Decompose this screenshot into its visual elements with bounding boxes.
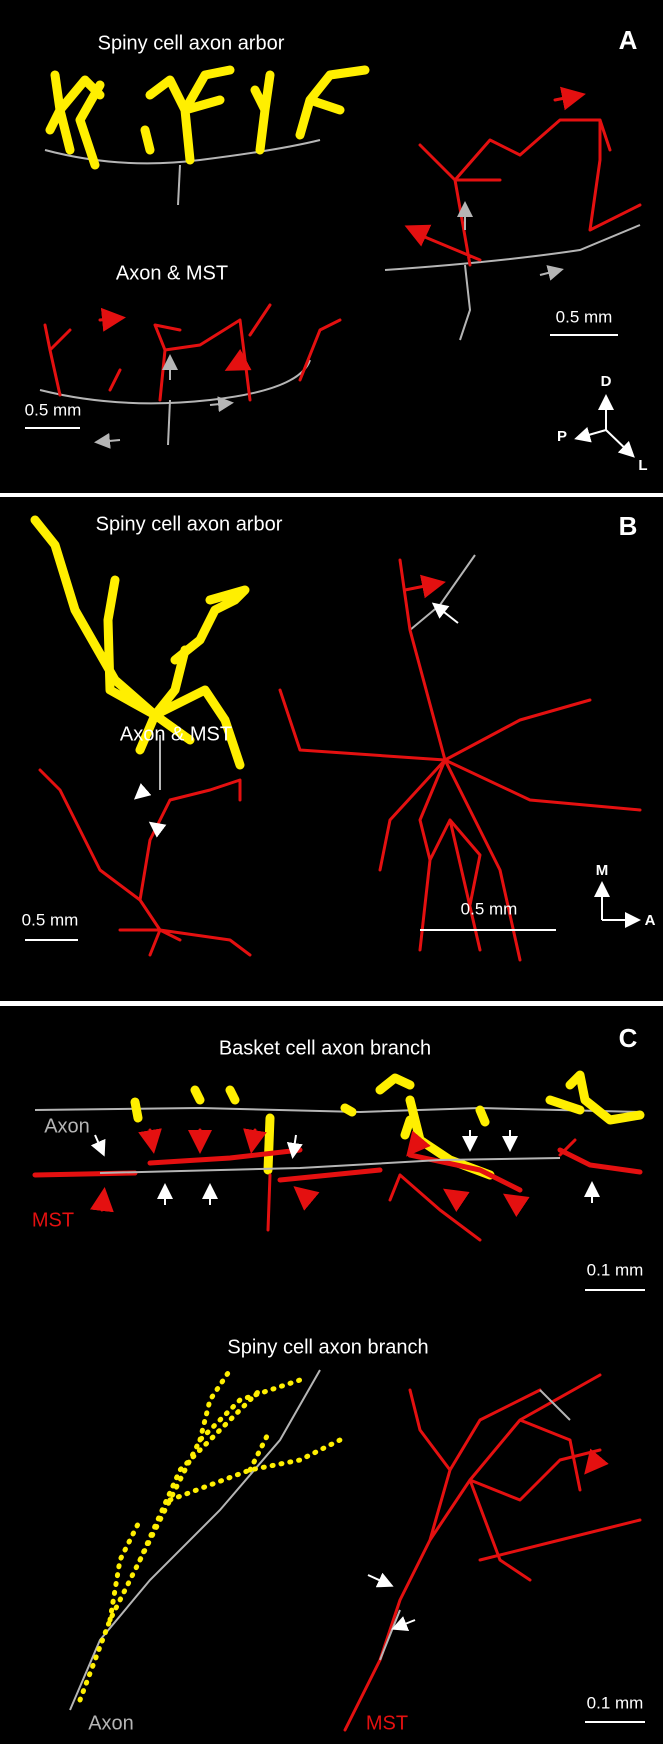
axis-label: P bbox=[557, 428, 567, 445]
panel-b bbox=[0, 497, 663, 1001]
c-label: MST bbox=[32, 1209, 74, 1231]
scale-bar-label: 0.1 mm bbox=[587, 1693, 644, 1712]
panel-label: C bbox=[619, 1023, 638, 1053]
panel-label: B bbox=[619, 511, 638, 541]
axis-label: D bbox=[601, 373, 612, 390]
panel-label: A bbox=[619, 25, 638, 55]
panel-title: Spiny cell axon arbor bbox=[98, 32, 285, 54]
axis-label: M bbox=[596, 862, 609, 879]
panel-subtitle: Axon & MST bbox=[120, 723, 232, 745]
panel-subtitle: Spiny cell axon branch bbox=[227, 1336, 428, 1358]
panel-title: Basket cell axon branch bbox=[219, 1037, 431, 1059]
panel-subtitle: Axon & MST bbox=[116, 262, 228, 284]
axis-label: A bbox=[645, 912, 656, 929]
scale-bar-label: 0.5 mm bbox=[461, 899, 518, 918]
figure: Spiny cell axon arbor A Axon & MST 0.5 m… bbox=[0, 0, 663, 1744]
scale-bar-label: 0.5 mm bbox=[25, 400, 82, 419]
c-label: Axon bbox=[44, 1115, 90, 1137]
panel-c bbox=[0, 1006, 663, 1744]
panel-title: Spiny cell axon arbor bbox=[96, 513, 283, 535]
scale-bar-label: 0.5 mm bbox=[22, 910, 79, 929]
c-label: MST bbox=[366, 1712, 408, 1734]
c-label: Axon bbox=[88, 1712, 134, 1734]
axis-label: L bbox=[638, 457, 647, 474]
scale-bar-label: 0.5 mm bbox=[556, 307, 613, 326]
scale-bar-label: 0.1 mm bbox=[587, 1260, 644, 1279]
page: Spiny cell axon arbor A Axon & MST 0.5 m… bbox=[0, 0, 663, 1744]
